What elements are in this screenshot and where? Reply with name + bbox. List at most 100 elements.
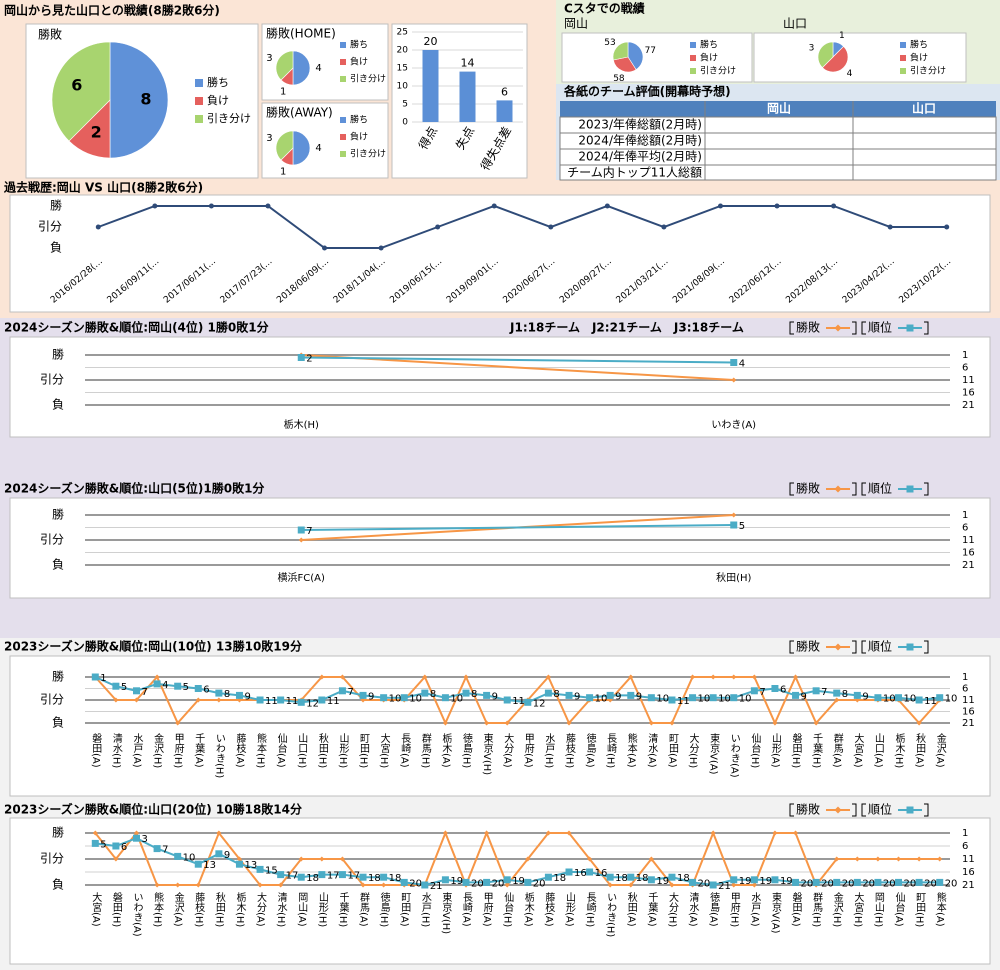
data-label: 10 — [595, 694, 608, 705]
marker — [854, 856, 860, 862]
data-label: 20 — [424, 35, 438, 48]
legend-bracket — [861, 482, 866, 496]
data-label: 4 — [315, 63, 321, 74]
marker — [113, 856, 119, 862]
data-label: 77 — [645, 46, 656, 56]
data-label: 18 — [636, 873, 649, 884]
marker — [774, 203, 780, 209]
marker — [771, 685, 779, 692]
x-tick-label: いわき(A) — [711, 419, 756, 431]
data-label: 14 — [461, 57, 475, 70]
marker — [484, 830, 490, 836]
data-label: 11 — [286, 696, 299, 707]
y2-tick-label: 11 — [962, 535, 975, 546]
marker — [235, 691, 243, 699]
data-label: 13 — [203, 860, 216, 871]
table-title: 各紙のチーム評価(開幕時予想) — [563, 84, 731, 99]
marker — [730, 521, 738, 529]
x-tick-label: 横浜FC(A) — [278, 571, 325, 584]
marker — [793, 674, 799, 680]
x-tick-label: 山口(A) — [872, 733, 883, 768]
x-tick-label: 東京V(H) — [440, 891, 452, 934]
legend-bracket — [924, 482, 929, 496]
data-label: 17 — [286, 871, 299, 882]
marker — [895, 694, 903, 702]
data-label: 10 — [409, 694, 422, 705]
marker — [628, 674, 634, 680]
y-tick-label: 勝 — [52, 825, 64, 840]
marker — [936, 694, 944, 702]
x-tick-label: 栃木(H) — [893, 732, 905, 769]
marker — [710, 830, 716, 836]
x-tick-label: 金沢(H) — [831, 891, 843, 928]
marker — [195, 697, 201, 703]
marker — [628, 882, 634, 888]
marker — [463, 674, 469, 680]
line — [301, 356, 734, 364]
marker — [834, 324, 842, 332]
data-label: 4 — [162, 680, 168, 691]
data-label: 10 — [450, 694, 463, 705]
x-tick-label: 磐田(H) — [110, 891, 122, 928]
data-label: 18 — [306, 873, 319, 884]
y2-tick-label: 1 — [962, 828, 968, 839]
legend-bracket — [852, 321, 857, 335]
data-label: 9 — [574, 691, 580, 702]
data-label: 20 — [801, 878, 814, 889]
marker — [524, 878, 532, 886]
marker — [792, 878, 800, 886]
marker — [689, 878, 697, 886]
legend-label: 勝敗 — [796, 802, 820, 817]
marker — [462, 878, 470, 886]
data-label: 12 — [533, 698, 546, 709]
pie-slice — [109, 41, 169, 159]
x-tick-label: 清水(A) — [646, 732, 658, 768]
marker — [503, 696, 511, 704]
y2-tick-label: 16 — [962, 388, 975, 399]
x-tick-label: 清水(H) — [275, 891, 287, 928]
data-label: 10 — [698, 694, 711, 705]
marker — [669, 882, 675, 888]
x-tick-label: 千葉(A) — [646, 892, 658, 927]
data-label: 18 — [389, 873, 402, 884]
x-tick-label: 秋田(H) — [316, 732, 328, 769]
data-label: 6 — [780, 685, 786, 696]
data-label: 20 — [904, 878, 917, 889]
data-label: 21 — [718, 881, 731, 892]
data-label: 7 — [347, 687, 353, 698]
x-tick-label: いわき(H) — [213, 733, 225, 778]
panel — [561, 32, 753, 83]
marker — [915, 696, 923, 704]
marker — [709, 881, 717, 889]
marker — [338, 687, 346, 695]
x-tick-label: 水戸(A) — [749, 892, 761, 927]
marker — [235, 860, 243, 868]
legend-bracket — [852, 803, 857, 817]
data-label: 7 — [306, 526, 312, 537]
x-tick-label: 長崎(H) — [584, 892, 596, 928]
x-tick-label: いわき(H) — [605, 892, 617, 937]
marker — [833, 878, 841, 886]
data-label: 6 — [203, 685, 209, 696]
pie-slice — [817, 41, 834, 69]
legend-label: 負け — [350, 131, 368, 143]
data-label: 18 — [677, 873, 690, 884]
marker — [360, 882, 366, 888]
x-tick-label: 仙台(H) — [502, 891, 514, 928]
data-label: 11 — [512, 696, 525, 707]
data-label: 3 — [141, 834, 147, 845]
legend-swatch — [195, 97, 203, 105]
marker — [421, 881, 429, 889]
data-label: 6 — [121, 842, 127, 853]
marker — [257, 882, 263, 888]
marker — [318, 871, 326, 879]
x-tick-label: 仙台(A) — [275, 732, 287, 768]
x-tick-label: 水戸(A) — [131, 733, 143, 768]
marker — [690, 674, 696, 680]
x-tick-label: 藤枝(H) — [193, 892, 205, 928]
marker — [751, 674, 757, 680]
y2-tick-label: 6 — [962, 363, 968, 374]
x-tick-label: 山形(A) — [769, 733, 781, 768]
x-tick-label: 岡山(A) — [296, 892, 308, 927]
